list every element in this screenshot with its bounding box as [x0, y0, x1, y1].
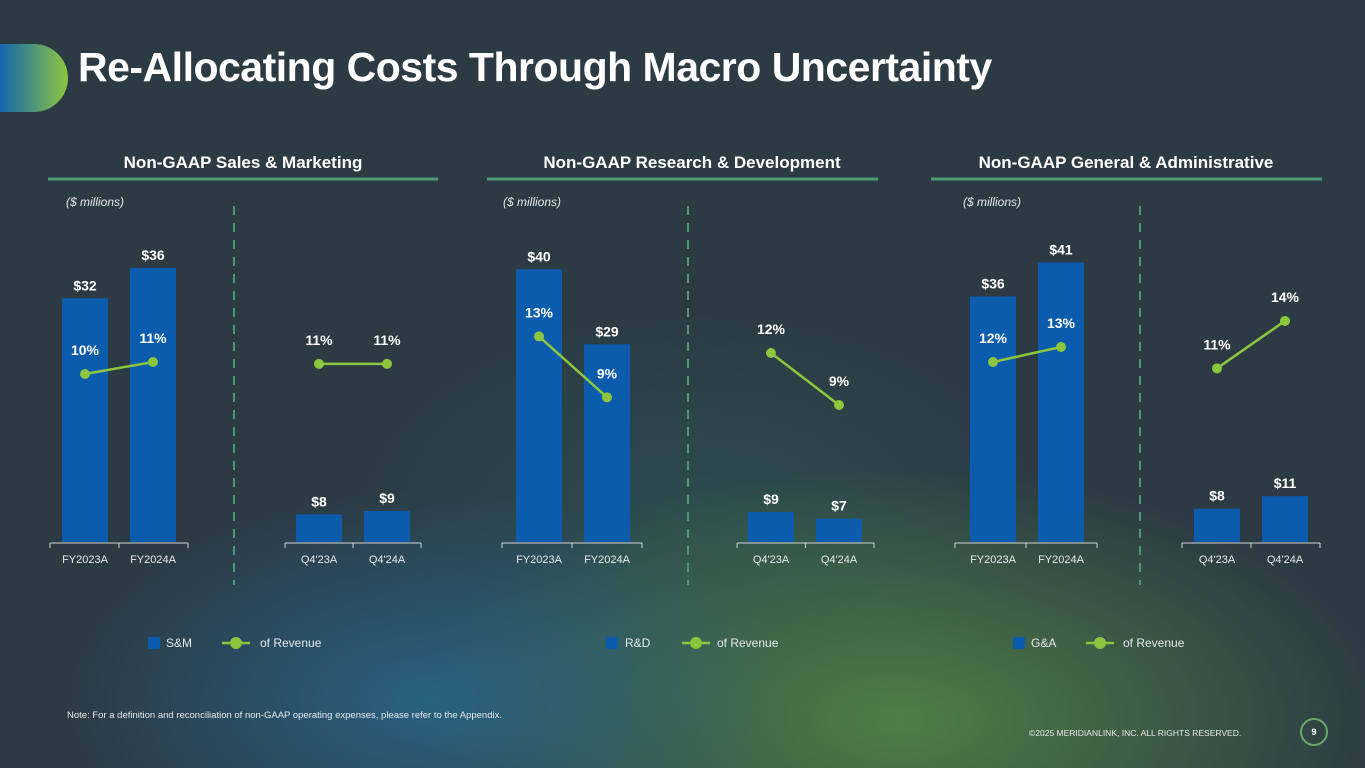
pct-label: 13%: [1047, 315, 1076, 331]
bar-value-label: $8: [311, 493, 327, 509]
pct-line: [992, 345, 1062, 364]
legend-line-marker: [230, 637, 242, 649]
pct-point: [988, 357, 998, 367]
chart-title: Non-GAAP General & Administrative: [979, 153, 1274, 172]
pct-label: 13%: [525, 304, 554, 320]
bar-value-label: $7: [831, 498, 847, 514]
legend-line-label: of Revenue: [1123, 636, 1185, 650]
legend-bar-label: R&D: [625, 636, 651, 650]
bar: [748, 512, 794, 542]
bar: [516, 269, 562, 542]
bar: [130, 267, 176, 542]
pct-point: [148, 357, 158, 367]
pct-label: 11%: [305, 332, 333, 348]
bar-value-label: $41: [1049, 241, 1073, 257]
chart-title: Non-GAAP Research & Development: [543, 153, 841, 172]
pct-point: [1212, 363, 1222, 374]
pct-label: 9%: [597, 365, 618, 381]
legend-bar-label: S&M: [166, 636, 192, 650]
x-tick-label: FY2024A: [584, 554, 631, 566]
pct-line: [538, 335, 608, 399]
pct-line: [84, 360, 154, 376]
pct-point: [1056, 342, 1066, 352]
pct-point: [1280, 315, 1290, 326]
pct-point: [80, 369, 90, 379]
legend-line-label: of Revenue: [260, 636, 322, 650]
legend-bar-swatch: [1013, 637, 1025, 649]
pct-label: 12%: [979, 330, 1008, 346]
bar-value-label: $32: [73, 277, 97, 293]
pct-point: [602, 392, 612, 403]
chart-title: Non-GAAP Sales & Marketing: [124, 153, 363, 172]
pct-line: [770, 351, 840, 406]
bar-value-label: $11: [1274, 475, 1297, 491]
legend-bar-swatch: [606, 637, 618, 649]
page-number: 9: [1300, 718, 1328, 746]
bar: [62, 298, 108, 542]
legend-bar-label: G&A: [1031, 636, 1056, 650]
pct-point: [766, 347, 776, 358]
legend-line-marker: [1094, 637, 1106, 649]
x-tick-label: Q4'23A: [1199, 554, 1236, 566]
pct-label: 14%: [1271, 289, 1300, 305]
pct-point: [314, 358, 324, 369]
pct-label: 11%: [373, 332, 401, 348]
bar-value-label: $40: [527, 248, 551, 264]
bar: [584, 344, 630, 542]
x-tick-label: Q4'23A: [753, 554, 790, 566]
unit-label: ($ millions): [503, 195, 561, 209]
bar: [364, 510, 410, 542]
pct-label: 10%: [71, 342, 100, 358]
legend-line-label: of Revenue: [717, 636, 779, 650]
pct-label: 9%: [829, 373, 850, 389]
x-tick-label: Q4'24A: [1267, 554, 1304, 566]
bar-value-label: $29: [595, 323, 619, 339]
page-title: Re-Allocating Costs Through Macro Uncert…: [78, 44, 992, 90]
x-tick-label: FY2023A: [970, 554, 1017, 566]
x-tick-label: Q4'24A: [369, 554, 406, 566]
x-tick-label: Q4'24A: [821, 554, 858, 566]
x-tick-label: Q4'23A: [301, 554, 338, 566]
pct-label: 12%: [757, 321, 786, 337]
footnote: Note: For a definition and reconciliatio…: [67, 710, 502, 721]
pct-point: [534, 331, 544, 342]
bar: [970, 296, 1016, 542]
x-tick-label: FY2023A: [516, 554, 563, 566]
legend-line-marker: [690, 637, 702, 649]
title-accent-badge: [0, 44, 68, 112]
legend-bar-swatch: [148, 637, 160, 649]
pct-label: 11%: [1203, 336, 1231, 352]
bar: [1262, 496, 1308, 542]
pct-point: [834, 400, 844, 411]
pct-point: [382, 358, 392, 369]
bar: [1038, 262, 1084, 542]
x-tick-label: FY2023A: [62, 554, 109, 566]
unit-label: ($ millions): [963, 195, 1021, 209]
bar-value-label: $36: [141, 247, 165, 263]
bar-value-label: $9: [763, 491, 779, 507]
bar-value-label: $8: [1209, 488, 1225, 504]
bar-value-label: $36: [981, 276, 1005, 292]
x-tick-label: FY2024A: [130, 554, 177, 566]
x-tick-label: FY2024A: [1038, 554, 1085, 566]
bar: [1194, 508, 1240, 542]
pct-line: [1216, 319, 1286, 370]
unit-label: ($ millions): [66, 195, 124, 209]
bar: [816, 518, 862, 542]
copyright: ©2025 MERIDIANLINK, INC. ALL RIGHTS RESE…: [1029, 728, 1242, 738]
bar: [296, 514, 342, 542]
bar-value-label: $9: [379, 490, 395, 506]
pct-label: 11%: [139, 330, 167, 346]
